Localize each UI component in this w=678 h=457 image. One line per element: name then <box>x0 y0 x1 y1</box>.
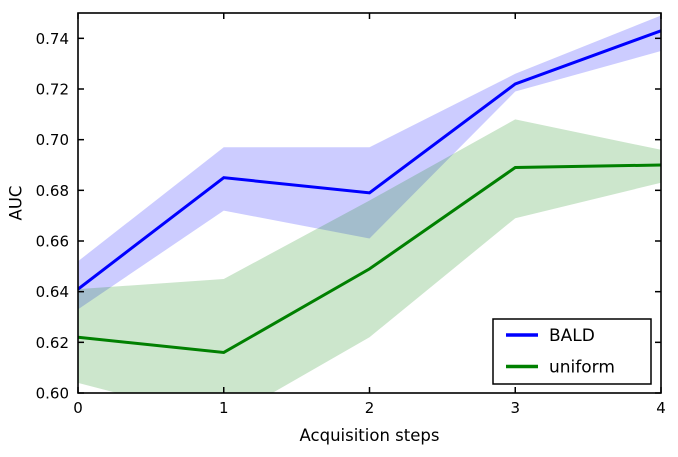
x-tick-label: 2 <box>365 399 375 417</box>
x-tick-label: 0 <box>73 399 83 417</box>
y-tick-label: 0.60 <box>36 385 69 403</box>
legend-box <box>492 318 652 385</box>
tick-labels: 0 1 2 3 4 0.60 0.62 0.64 0.66 0.68 0.70 0.72 0.74 <box>36 30 666 417</box>
legend-item-uniform: uniform <box>506 358 615 378</box>
confidence-band-BALD <box>78 15 661 310</box>
x-tick-label: 1 <box>219 399 229 417</box>
legend: BALD uniform <box>492 318 652 385</box>
y-axis-label: AUC <box>6 185 26 221</box>
x-axis-label: Acquisition steps <box>299 426 440 445</box>
y-tick-label: 0.62 <box>36 334 69 352</box>
series-line-BALD <box>78 29 661 291</box>
plot-area <box>78 15 661 393</box>
axes-border <box>77 12 662 394</box>
confidence-band-uniform <box>78 119 661 393</box>
legend-label: uniform <box>549 358 615 378</box>
series-line-uniform <box>78 163 661 355</box>
y-tick-label: 0.74 <box>36 30 69 48</box>
x-tick-label: 4 <box>656 399 666 417</box>
y-tick-label: 0.68 <box>36 182 69 200</box>
y-tick-label: 0.72 <box>36 81 69 99</box>
x-tick-label: 3 <box>510 399 520 417</box>
legend-label: BALD <box>549 326 595 346</box>
y-tick-label: 0.70 <box>36 131 69 149</box>
y-tick-label: 0.66 <box>36 233 69 251</box>
y-tick-label: 0.64 <box>36 283 69 301</box>
legend-item-BALD: BALD <box>506 326 595 346</box>
